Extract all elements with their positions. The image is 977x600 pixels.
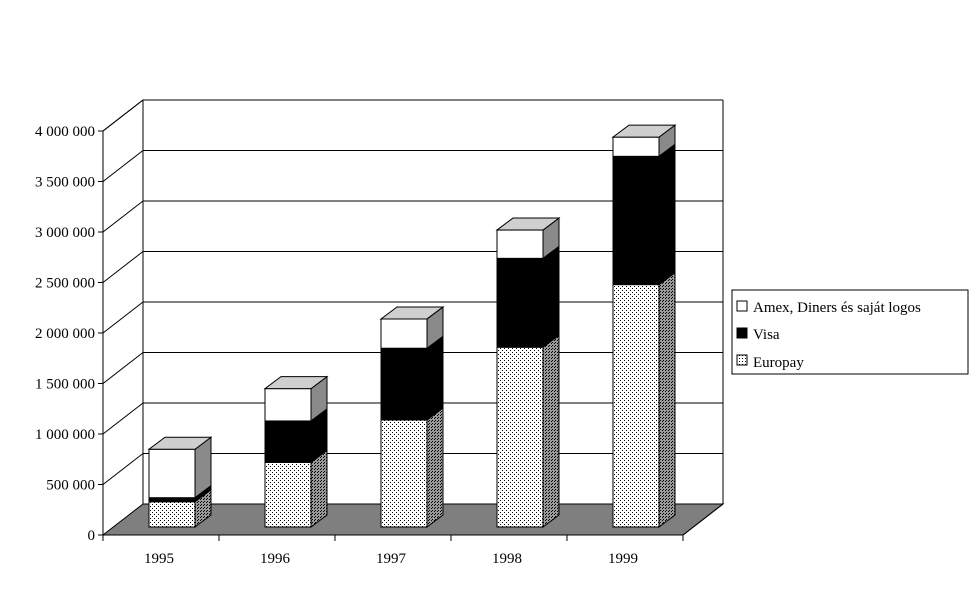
bar-front [612, 284, 660, 528]
legend-swatch-amex [736, 300, 748, 312]
bar-segment [147, 436, 213, 499]
gridline-side [102, 251, 144, 283]
x-category-label: 1995 [144, 551, 174, 567]
bar-segment [612, 143, 676, 286]
bar-side [658, 271, 676, 528]
bar-segment [380, 335, 444, 421]
y-tick-label: 1 000 000 [35, 427, 95, 443]
bar-front [612, 136, 660, 157]
bar-front [612, 155, 660, 286]
bar-side [658, 143, 676, 286]
legend-swatch-visa [736, 327, 748, 339]
bar-front [264, 388, 312, 422]
y-tick-label: 500 000 [46, 478, 95, 494]
gridline-side [102, 402, 144, 435]
bar-side [542, 245, 560, 349]
bar-segment [496, 245, 560, 349]
x-category-label: 1999 [608, 551, 638, 567]
x-axis-category-labels: 1995 1996 1997 1998 1999 [144, 551, 638, 567]
y-tick-label: 0 [88, 528, 96, 544]
y-tick-label: 2 500 000 [35, 276, 95, 292]
bar-front [496, 346, 544, 528]
bar-front [496, 257, 544, 348]
legend: Amex, Diners és saját logos Visa Europay [731, 289, 969, 375]
bar-segment [263, 375, 329, 422]
x-category-label: 1997 [376, 551, 407, 567]
gridline-side [102, 453, 144, 485]
floor-right-edge [682, 503, 724, 536]
bar-front [264, 420, 312, 463]
y-tick-label: 4 000 000 [35, 124, 95, 140]
y-axis-tick-labels: 0 500 000 1 000 000 1 500 000 2 000 000 2 500… [35, 124, 95, 544]
bar-front [148, 501, 196, 528]
y-tick-label: 2 000 000 [35, 326, 95, 342]
bar-segment [495, 217, 561, 260]
gridline-side [102, 301, 144, 334]
bar-front [148, 497, 196, 503]
gridline-side [102, 99, 144, 132]
bar-side [310, 449, 328, 528]
y-tick-label: 1 500 000 [35, 377, 95, 393]
bar-segment [379, 305, 445, 350]
bar-segment [264, 407, 328, 464]
legend-box [731, 289, 969, 375]
bar-segment [380, 406, 444, 528]
bar-front [380, 318, 428, 349]
x-category-label: 1996 [260, 551, 291, 567]
bar-front [380, 347, 428, 421]
bar-side [426, 335, 444, 421]
bar-segment [612, 271, 676, 528]
legend-swatch-europay [736, 354, 748, 366]
gridline-side [102, 200, 144, 233]
bar-front [148, 448, 196, 499]
gridline-side [102, 150, 144, 182]
chart-axes [98, 130, 724, 541]
bar-side [542, 334, 560, 528]
bar-front [496, 229, 544, 259]
bar-front [264, 461, 312, 528]
x-category-label: 1998 [492, 551, 522, 567]
bar-side [426, 406, 444, 528]
legend-label-amex: Amex, Diners és saját logos [753, 300, 921, 316]
bar-top [263, 376, 329, 390]
bar-top [147, 436, 213, 450]
bar-segment [264, 449, 328, 528]
legend-label-europay: Europay [753, 355, 804, 371]
legend-label-visa: Visa [753, 327, 780, 343]
bar-top [495, 217, 561, 231]
bar-front [380, 419, 428, 528]
bar-segment [611, 124, 677, 158]
bar-segment [496, 334, 560, 528]
bar-top [379, 306, 445, 320]
bars-group [147, 124, 677, 528]
y-tick-label: 3 000 000 [35, 225, 95, 241]
y-tick-label: 3 500 000 [35, 175, 95, 191]
gridline-side [102, 352, 144, 384]
bar-top [611, 124, 677, 138]
